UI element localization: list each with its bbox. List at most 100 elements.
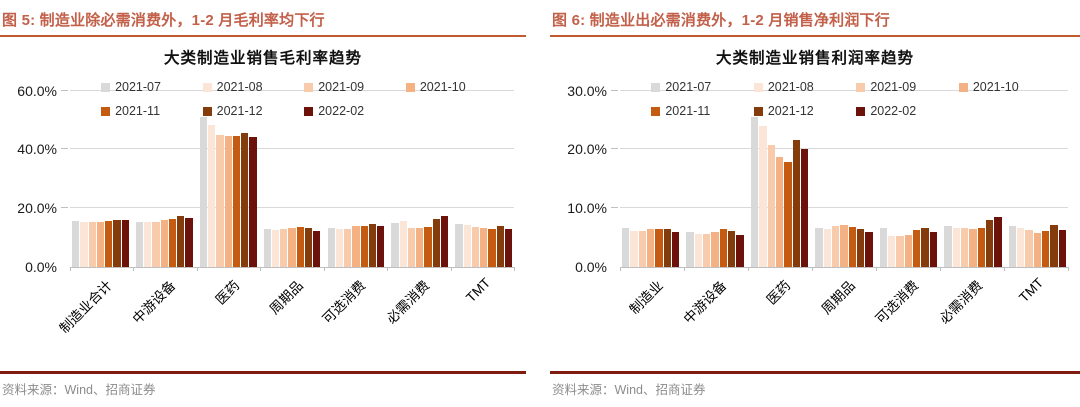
x-axis-tick [684,267,685,271]
bar [88,222,96,267]
bar [113,220,121,267]
y-axis-tick-mark [611,89,618,91]
bar [736,234,744,267]
bar [352,226,360,267]
bar [144,222,152,267]
x-category-label: TMT [1016,275,1047,306]
gridline [620,89,1068,91]
gridline [70,207,514,209]
bar [407,227,416,267]
x-axis-tick [620,267,621,271]
legend-swatch [856,82,866,92]
source-note: 资料来源：Wind、招商证券 [0,371,526,407]
bar [879,228,888,267]
legend-label: 2021-08 [767,80,814,94]
bar [471,227,479,267]
bar-group [327,76,385,267]
legend-swatch [753,82,763,92]
y-axis-tick-mark [611,148,618,150]
legend-label: 2021-09 [870,80,917,94]
legend-label: 2021-12 [767,104,814,118]
bar [985,220,994,267]
x-category-label: 中游设备 [680,277,730,327]
legend-item: 2021-09 [856,80,958,94]
legend-item: 2021-07 [101,80,203,94]
bar [888,235,896,267]
legend-item: 2021-08 [753,80,856,94]
legend: 2021-07 2021-08 2021-09 2021-10 2021-11 2021-… [651,80,1068,118]
legend-item: 2021-10 [405,80,508,94]
y-axis-tick-mark [61,207,68,209]
legend-label: 2021-10 [419,80,466,94]
legend-label: 2021-10 [972,80,1019,94]
x-axis-tick [196,267,198,271]
bar-group [72,76,129,267]
bar [241,133,249,267]
source-text: 资料来源：Wind、招商证券 [2,383,156,397]
y-axis-tick-label: 20.0% [17,200,57,217]
x-category-label: 制造业 [626,277,666,318]
gridline [620,207,1068,209]
legend-item: 2021-11 [651,104,753,118]
x-axis-tick [748,267,749,271]
legend-label: 2021-09 [318,80,365,94]
bar [224,136,232,267]
bar [135,221,144,267]
legend-label: 2022-02 [870,104,917,118]
bar [686,231,694,267]
chart-gross-margin: 大类制造业销售毛利率趋势 0.0% 20.0% 40.0% 60.0% 2021-07 2… [0,37,526,371]
bar [1017,228,1025,267]
bar [904,234,913,267]
bar-group [621,76,680,267]
legend-item: 2021-11 [101,104,203,118]
x-axis-tick [1068,267,1069,271]
bar [913,229,921,267]
bar-groups [621,76,1066,267]
bar-group [135,76,193,267]
legend-swatch [651,106,661,116]
legend: 2021-07 2021-08 2021-09 2021-10 2021-11 2021-… [101,80,514,118]
plot-area: 0.0% 20.0% 40.0% 60.0% 2021-07 2021-08 2021-09… [17,76,515,275]
bar [775,156,784,267]
bar-groups [72,76,512,267]
x-category-label: TMT [462,275,493,306]
bar [896,235,904,267]
bar [504,228,512,267]
x-axis-tick [70,267,71,271]
gridline [620,148,1068,150]
legend-label: 2021-08 [216,80,263,94]
bar [929,231,938,267]
x-axis-tick [323,267,325,271]
plot-wrap: 0.0% 10.0% 20.0% 30.0% 2021-07 2021-08 2021-09… [567,76,1069,371]
bar-group [815,76,873,267]
bar [105,220,113,267]
legend-item: 2021-10 [958,80,1061,94]
legend-swatch [856,106,866,116]
bar [96,221,104,267]
bar [496,226,504,267]
bar [432,219,440,267]
bar [663,229,671,267]
chart-net-margin: 大类制造业销售利润率趋势 0.0% 10.0% 20.0% 30.0% 2021-07 2… [550,37,1080,371]
bar-group [879,76,938,267]
x-category-label: 周期品 [818,277,858,318]
bar [921,228,929,267]
bar [271,230,280,267]
bar [399,221,407,267]
bar [288,227,296,267]
bar [823,229,831,267]
y-axis-tick-label: 40.0% [17,141,57,158]
legend-label: 2022-02 [318,104,365,118]
bar [719,229,728,267]
x-category-label: 可选消费 [320,277,369,327]
x-axis-tick [387,267,389,271]
y-axis-tick-mark [611,207,618,209]
bar [646,229,655,267]
bar [952,227,960,267]
legend-item: 2021-09 [304,80,406,94]
bar [455,223,463,267]
bar [152,221,160,267]
y-axis-tick-label: 30.0% [567,82,607,99]
legend-item: 2022-02 [304,104,406,118]
bar [977,227,985,267]
